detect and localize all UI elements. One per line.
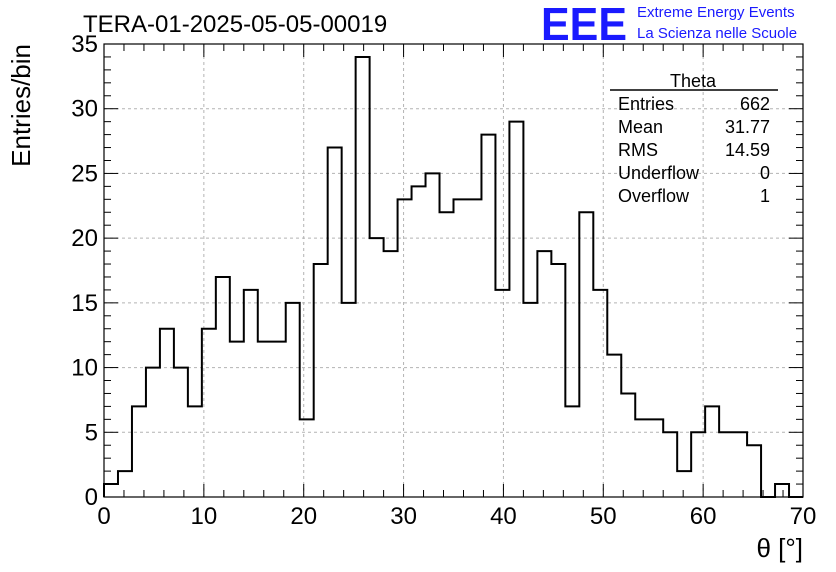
y-tick-label: 25 <box>71 160 98 187</box>
y-tick-label: 30 <box>71 96 98 123</box>
x-tick-label: 30 <box>390 503 417 530</box>
y-tick-label: 15 <box>71 290 98 317</box>
axis-ticks <box>103 43 804 498</box>
stats-value: 662 <box>740 94 770 114</box>
plot-frame <box>103 43 804 498</box>
stats-box: Theta Entries 662 Mean 31.77 RMS 14.59 Underfl… <box>610 71 778 206</box>
x-tick-label: 60 <box>690 503 717 530</box>
y-tick-labels: 0 5 10 15 20 25 30 35 <box>71 31 98 511</box>
x-tick-label: 40 <box>490 503 517 530</box>
y-tick-label: 20 <box>71 225 98 252</box>
eee-logo: EEE <box>541 0 627 50</box>
y-tick-label: 5 <box>85 419 98 446</box>
logo-line-2: La Scienza nelle Scuole <box>637 25 797 42</box>
stats-value: 1 <box>760 186 770 206</box>
histogram-series <box>103 55 803 498</box>
stats-label: Mean <box>618 117 663 137</box>
stats-title: Theta <box>670 71 717 91</box>
stats-value: 14.59 <box>725 140 770 160</box>
x-tick-label: 20 <box>290 503 317 530</box>
x-tick-labels: 0 10 20 30 40 50 60 70 <box>97 503 816 530</box>
y-tick-label: 0 <box>85 484 98 511</box>
y-tick-label: 10 <box>71 355 98 382</box>
stats-label: Underflow <box>618 163 700 183</box>
x-tick-label: 50 <box>590 503 617 530</box>
chart-title: TERA-01-2025-05-05-00019 <box>83 11 387 38</box>
y-tick-label: 35 <box>71 31 98 58</box>
x-tick-label: 70 <box>790 503 817 530</box>
stats-value: 0 <box>760 163 770 183</box>
stats-label: Entries <box>618 94 674 114</box>
x-tick-label: 10 <box>191 503 218 530</box>
grid-lines <box>104 44 803 497</box>
histogram-outline <box>103 55 803 498</box>
y-axis-label: Entries/bin <box>6 44 36 167</box>
logo-line-1: Extreme Energy Events <box>637 4 795 21</box>
x-axis-label: θ [°] <box>756 533 803 563</box>
stats-label: Overflow <box>618 186 690 206</box>
stats-label: RMS <box>618 140 658 160</box>
stats-value: 31.77 <box>725 117 770 137</box>
stats-rows: Entries 662 Mean 31.77 RMS 14.59 Underflow 0 Ove… <box>618 94 770 206</box>
x-tick-label: 0 <box>97 503 110 530</box>
